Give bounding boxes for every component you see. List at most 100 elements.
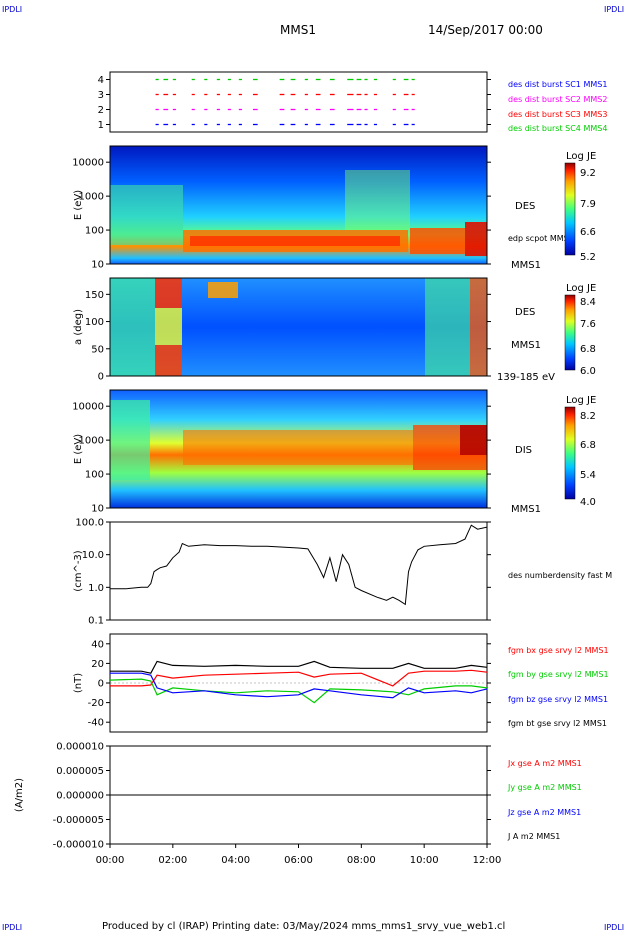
dis-energy-end-core xyxy=(460,425,487,455)
panel-burst-frame xyxy=(109,71,488,133)
panel-dis-energy-frame xyxy=(109,389,488,509)
pitch-late-region xyxy=(425,278,470,376)
y-tick-label: 100 xyxy=(85,470,104,481)
x-tick-label: 02:00 xyxy=(158,855,187,866)
y-tick-label: 0 xyxy=(98,679,104,690)
x-tick-label: 12:00 xyxy=(473,855,502,866)
colorbar-1-tick: 6.6 xyxy=(580,227,596,238)
panel-density-frame xyxy=(109,521,488,621)
x-tick-label: 00:00 xyxy=(96,855,125,866)
y-tick-label: 0.000010 xyxy=(56,742,104,753)
current-yticks: -0.000010 -0.000005 0.000000 0.000005 0.0000… xyxy=(53,742,491,851)
dis-energy-ylabel: E (eV) xyxy=(73,434,84,464)
colorbar-3-tick: 8.2 xyxy=(580,411,596,422)
y-tick-label: -0.000010 xyxy=(53,840,104,851)
y-tick-label: 40 xyxy=(91,639,104,650)
pitch-spacecraft: MMS1 xyxy=(511,340,541,351)
legend-jy: Jy gse A m2 MMS1 xyxy=(507,783,582,792)
corner-label-top-right: IPDLI xyxy=(604,5,624,14)
des-energy-early-region xyxy=(110,185,183,245)
pitch-burst-top xyxy=(208,282,238,298)
pitch-mid-region xyxy=(155,308,182,345)
y-tick-label: 2 xyxy=(98,105,104,116)
legend-burst-sc1: des dist burst SC1 MMS1 xyxy=(508,80,607,89)
legend-burst-sc2: des dist burst SC2 MMS2 xyxy=(508,95,607,104)
y-tick-label: 10000 xyxy=(72,158,104,169)
legend-by: fgm by gse srvy l2 MMS1 xyxy=(508,670,609,679)
y-tick-label: 10.0 xyxy=(82,550,104,561)
panel-magnetic-field: -40 -20 0 20 40 (nT) fgm bx gse srvy l2 MMS1… xyxy=(73,633,609,733)
x-axis-ticks: 00:00 02:00 04:00 06:00 08:00 10:00 12:00 xyxy=(96,844,502,866)
panel-current: -0.000010 -0.000005 0.000000 0.000005 0.0000… xyxy=(14,742,582,851)
y-tick-label: 1000 xyxy=(79,192,104,203)
panel-density: 0.1 1.0 10.0 100.0 (cm^-3) des numberdensit… xyxy=(73,518,612,627)
x-tick-label: 10:00 xyxy=(410,855,439,866)
legend-jz: Jz gse A m2 MMS1 xyxy=(507,808,581,817)
magnetic-lines xyxy=(110,660,487,704)
colorbar-1-tick: 5.2 xyxy=(580,252,596,263)
legend-bt: fgm bt gse srvy l2 MMS1 xyxy=(508,719,607,728)
magnetic-series-line xyxy=(110,672,487,699)
density-series-line xyxy=(110,524,487,606)
y-tick-label: 10000 xyxy=(72,402,104,413)
corner-label-bottom-left: IPDLI xyxy=(2,923,22,932)
des-energy-core-band xyxy=(190,236,400,246)
y-tick-label: 50 xyxy=(91,344,104,355)
dis-energy-yticks: 10 100 1000 10000 xyxy=(72,402,491,515)
y-tick-label: 3 xyxy=(98,90,104,101)
mission-title: MMS1 xyxy=(280,23,316,37)
pitch-ylabel: a (deg) xyxy=(73,309,84,345)
des-energy-late-band xyxy=(410,228,465,254)
colorbar-2-tick: 8.4 xyxy=(580,297,596,308)
pitch-label: DES xyxy=(515,307,535,318)
y-tick-label: 1000 xyxy=(79,436,104,447)
density-yticks: 0.1 1.0 10.0 100.0 xyxy=(75,518,491,627)
legend-j: J A m2 MMS1 xyxy=(507,832,560,841)
panel-dis-energy: 10 100 1000 10000 E (eV) DIS MMS1 Log JE 8.… xyxy=(72,389,596,515)
colorbar-3-tick: 5.4 xyxy=(580,470,596,481)
colorbar-2-title: Log JE xyxy=(566,283,596,294)
y-tick-label: 1 xyxy=(98,120,104,131)
corner-label-top-left: IPDLI xyxy=(2,5,22,14)
y-tick-label: -20 xyxy=(88,698,104,709)
y-tick-label: 100 xyxy=(85,226,104,237)
pitch-hot-top xyxy=(155,278,182,308)
x-tick-label: 08:00 xyxy=(347,855,376,866)
pitch-early-region xyxy=(110,278,155,376)
current-ylabel: (A/m2) xyxy=(14,778,25,812)
magnetic-series-line xyxy=(110,678,487,704)
y-tick-label: 100.0 xyxy=(75,518,104,529)
corner-label-bottom-right: IPDLI xyxy=(604,923,624,932)
legend-burst-sc4: des dist burst SC4 MMS4 xyxy=(508,124,607,133)
y-tick-label: 10 xyxy=(91,260,104,271)
y-tick-label: 1.0 xyxy=(88,583,104,594)
y-tick-label: -0.000005 xyxy=(53,815,104,826)
colorbar-1-tick: 7.9 xyxy=(580,199,596,210)
pitch-hot-bottom xyxy=(155,345,182,376)
y-tick-label: 0.1 xyxy=(88,616,104,627)
colorbar-1-title: Log JE xyxy=(566,151,596,162)
panel-burst: 1 2 3 4 des dist burst SC1 MMS1 des dist bu… xyxy=(98,71,607,133)
burst-marks xyxy=(155,78,415,126)
footer-credits: Produced by cl (IRAP) Printing date: 03/… xyxy=(102,921,505,932)
date-title: 14/Sep/2017 00:00 xyxy=(428,23,543,37)
density-ylabel: (cm^-3) xyxy=(73,550,84,591)
y-tick-label: 100 xyxy=(85,317,104,328)
panel-des-energy: 10 100 1000 10000 E (eV) DES edp scpot MMS1… xyxy=(72,145,596,271)
legend-bx: fgm bx gse srvy l2 MMS1 xyxy=(508,646,609,655)
colorbar-3-tick: 4.0 xyxy=(580,497,596,508)
magnetic-series-line xyxy=(110,669,487,687)
dis-energy-hot-band xyxy=(183,430,413,465)
colorbar-2-tick: 6.0 xyxy=(580,366,596,377)
density-lines xyxy=(110,524,487,606)
des-energy-end-band xyxy=(465,222,487,256)
pitch-end-region xyxy=(470,278,487,376)
dis-energy-early-region xyxy=(110,400,150,480)
legend-jx: Jx gse A m2 MMS1 xyxy=(507,759,582,768)
x-tick-label: 06:00 xyxy=(284,855,313,866)
des-energy-ylabel: E (eV) xyxy=(73,190,84,220)
legend-burst-sc3: des dist burst SC3 MMS3 xyxy=(508,110,607,119)
colorbar-3 xyxy=(564,406,576,500)
des-energy-overlay-label: edp scpot MMS1 xyxy=(508,234,574,243)
